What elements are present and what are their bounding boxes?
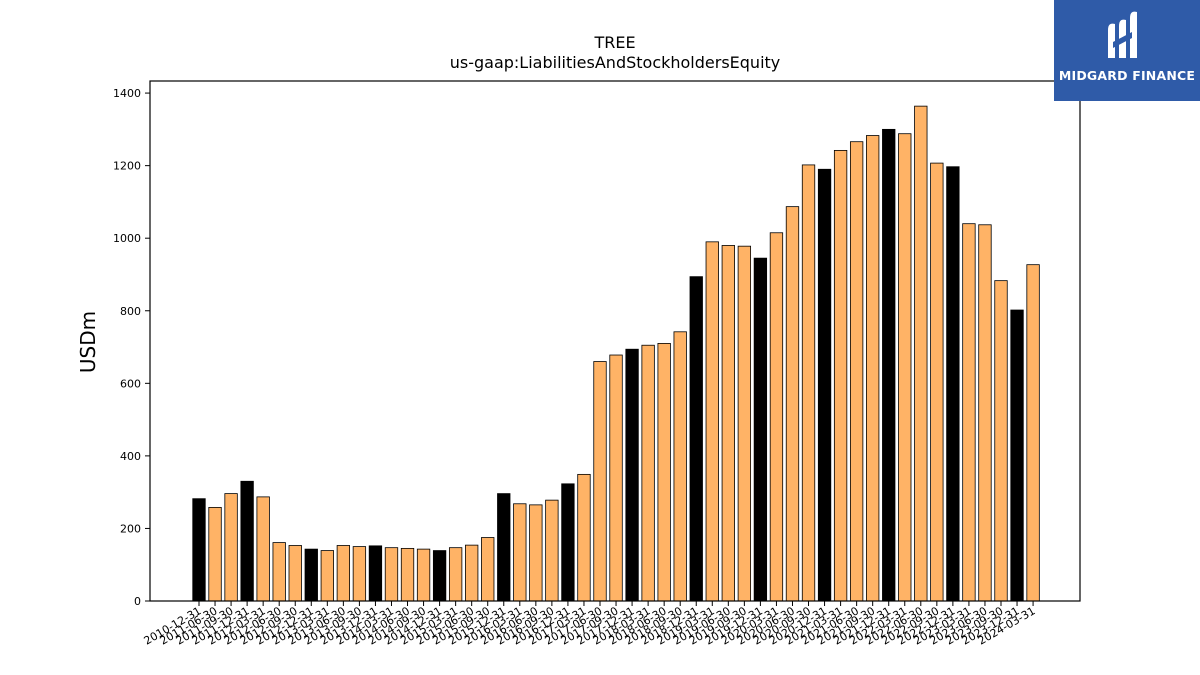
bar-2016-06-30: [529, 504, 543, 602]
bar-2020-09-30: [801, 164, 816, 602]
bar-2012-09-30: [288, 545, 302, 602]
bar-2023-09-30: [994, 280, 1008, 602]
bar-2022-09-30: [930, 162, 944, 602]
bar-2023-12-31: [1010, 309, 1024, 602]
bars-group: [192, 105, 1040, 602]
bar-2013-06-30: [336, 545, 351, 602]
x-axis: 2010-12-312011-06-302011-09-302011-12-31…: [142, 601, 1038, 648]
bar-2013-12-31: [368, 545, 383, 602]
bar-2011-09-30: [224, 493, 238, 602]
bar-2019-09-30: [737, 245, 752, 602]
bar-2018-12-31: [689, 276, 703, 602]
bar-2023-06-30: [978, 224, 992, 602]
bar-2016-03-31: [513, 503, 527, 602]
bar-2019-06-30: [721, 245, 735, 602]
bar-2021-03-31: [833, 149, 848, 602]
bar-2014-03-31: [384, 547, 399, 602]
bar-2017-06-30: [593, 361, 607, 602]
bar-2012-03-31: [256, 496, 270, 602]
bar-2020-06-30: [785, 206, 800, 602]
bar-2021-06-30: [849, 141, 864, 602]
bar-2021-12-31: [882, 128, 896, 602]
logo-mark-icon: [1108, 11, 1137, 59]
bar-2015-09-30: [481, 537, 495, 602]
bar-2019-12-31: [753, 257, 768, 602]
bar-2015-06-30: [465, 544, 479, 602]
bar-2015-12-31: [497, 493, 511, 602]
bar-2012-12-31: [304, 548, 318, 602]
bar-2018-09-30: [673, 331, 687, 602]
y-tick-label: 400: [120, 450, 141, 463]
y-axis-label: USDm: [76, 311, 100, 373]
bar-2018-06-30: [657, 343, 671, 602]
bar-2016-09-30: [545, 499, 559, 602]
bar-2022-03-31: [898, 133, 912, 602]
bar-2010-12-31: [192, 498, 206, 602]
bar-2024-03-31: [1026, 264, 1040, 602]
y-tick-label: 600: [120, 377, 141, 390]
bar-2016-12-31: [561, 483, 575, 602]
y-tick-label: 200: [120, 522, 141, 535]
bar-2020-12-31: [817, 168, 832, 602]
chart-title: TREE: [593, 33, 635, 52]
bar-2013-03-31: [320, 550, 334, 602]
bar-2011-12-31: [240, 480, 254, 602]
bar-2012-06-30: [272, 542, 286, 602]
bar-2022-06-30: [914, 105, 928, 602]
bar-2014-09-30: [416, 548, 431, 602]
logo-text: MIDGARD FINANCE: [1058, 68, 1196, 83]
bar-2017-12-31: [625, 348, 639, 602]
bar-2013-09-30: [352, 546, 367, 602]
bar-2014-12-31: [432, 550, 447, 602]
bar-2019-03-31: [705, 241, 719, 602]
bar-2014-06-30: [400, 547, 415, 602]
bar-2011-06-30: [208, 506, 222, 602]
plot-frame: [149, 80, 1081, 602]
bar-2023-03-31: [962, 223, 976, 602]
y-tick-label: 800: [120, 305, 141, 318]
company-logo: MIDGARD FINANCE: [1054, 0, 1200, 101]
y-axis: 0 200 400 600 800 1000 1200 1400: [113, 87, 150, 608]
y-tick-label: 1200: [113, 160, 141, 173]
bar-2022-12-31: [946, 166, 960, 602]
y-tick-label: 0: [134, 595, 141, 608]
bar-2017-03-31: [577, 473, 591, 602]
chart-subtitle: us-gaap:LiabilitiesAndStockholdersEquity: [450, 53, 781, 72]
bar-2015-03-31: [448, 547, 463, 602]
bar-2017-09-30: [609, 354, 623, 602]
bar-2018-03-31: [641, 344, 655, 602]
y-tick-label: 1000: [113, 232, 141, 245]
y-tick-label: 1400: [113, 87, 141, 100]
bar-2020-03-31: [769, 232, 784, 602]
bar-2021-09-30: [866, 135, 880, 602]
